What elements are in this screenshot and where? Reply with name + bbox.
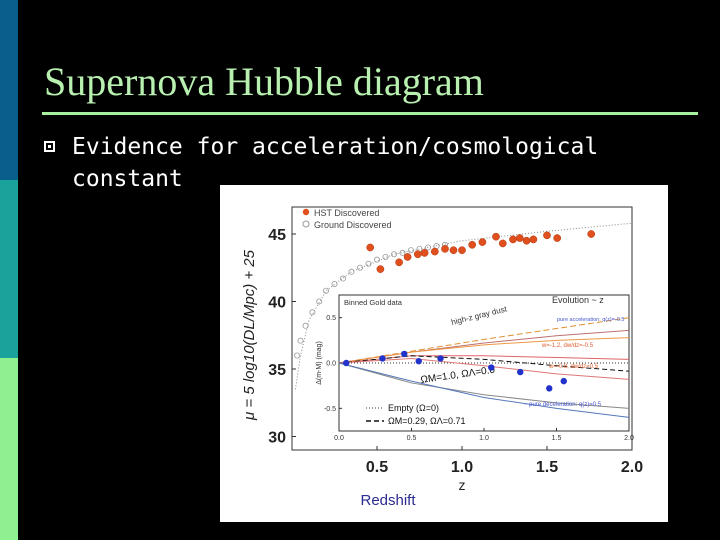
inset-y-tick-label: 0.0 (326, 361, 336, 368)
legend-label-hst: HST Discovered (314, 208, 379, 218)
hst-point (498, 239, 507, 248)
ground-point (348, 268, 355, 275)
hubble-chart: μ = 5 log10(DL/Mpc) + 25 Redshift HST Di… (241, 206, 643, 509)
hst-point (522, 236, 531, 245)
ground-point (323, 287, 330, 294)
inset-gold-point (379, 355, 386, 362)
main-x-tick-label: 1.5 (536, 459, 558, 476)
sidebar-stripe (0, 0, 18, 540)
hst-point (478, 238, 487, 246)
slide-title: Supernova Hubble diagram (44, 59, 484, 104)
ground-point (309, 309, 316, 316)
ground-point (356, 264, 363, 271)
inset-x-tick-label: 2.0 (624, 435, 634, 442)
hst-point (468, 240, 477, 249)
ground-point (294, 352, 301, 359)
main-y-tick-label: 40 (268, 295, 286, 312)
inset-x-tick-label: 1.5 (552, 435, 562, 442)
inset-x-tick-label: 0.0 (334, 435, 344, 442)
sidebar-stripe-bottom (0, 358, 18, 540)
inset-legend-label-lcdm: ΩM=0.29, ΩΛ=0.71 (388, 416, 466, 426)
inset-curve-w08 (338, 357, 630, 380)
inset-annotation-evolution: Evolution ~ z (552, 295, 604, 305)
main-legend: HST Discovered Ground Discovered (302, 208, 392, 230)
ground-point (424, 244, 431, 251)
hst-point (441, 245, 449, 253)
hst-point (430, 247, 439, 256)
inset-y-tick-label: -0.5 (324, 406, 336, 413)
main-ylabel: μ = 5 log10(DL/Mpc) + 25 (241, 249, 258, 421)
ground-point (316, 298, 323, 305)
ground-point (340, 275, 347, 282)
inset-annotation-pure-decel: ~ pure deceleration: q(z)=0.5 (524, 402, 602, 408)
hst-point (509, 235, 517, 244)
ground-point (302, 322, 309, 329)
main-y-tick-label: 30 (268, 430, 286, 447)
inset-annotation-w08: w=-0.8, dw/dz=0.5 (548, 364, 599, 370)
main-y-tick-label: 35 (268, 362, 286, 379)
ground-point (297, 337, 304, 344)
legend-label-ground: Ground Discovered (314, 220, 392, 230)
inset-curve-omega-m1 (338, 362, 630, 409)
inset-gold-point (437, 355, 444, 362)
sidebar-stripe-middle (0, 180, 18, 358)
inset-xlabel: z (459, 477, 466, 493)
ground-point (407, 247, 414, 254)
inset-curve-lcdm (338, 355, 630, 372)
inset-gold-point (415, 357, 422, 365)
hst-point (515, 234, 524, 242)
ground-point (331, 280, 338, 287)
bullet-text: Evidence for acceleration/cosmological c… (72, 134, 599, 192)
inset-x-tick-label: 1.0 (479, 435, 489, 442)
hubble-figure: μ = 5 log10(DL/Mpc) + 25 Redshift HST Di… (220, 185, 668, 522)
hst-point (366, 243, 375, 252)
inset-gold-point (517, 368, 524, 376)
hst-point (529, 235, 538, 244)
hst-point (449, 246, 458, 255)
hst-point (403, 253, 412, 261)
inset-gold-point (560, 377, 567, 385)
inset-plot-layer: 0.0 0.5 1.0 1.5 2.0 0.5 0.0 -0.5 Binned Gold dat… (324, 295, 634, 442)
legend-marker-hst (302, 208, 310, 216)
sidebar-stripe-top (0, 0, 18, 180)
main-x-tick-label: 1.0 (451, 459, 473, 476)
ground-point (390, 251, 397, 258)
inset-gold-point (488, 364, 495, 371)
ground-point (373, 256, 380, 263)
hst-point (413, 250, 422, 259)
ground-point (399, 249, 406, 256)
bullet-icon (44, 141, 55, 152)
inset-gold-point (343, 359, 350, 367)
title-underline (42, 112, 698, 115)
inset-gold-point (546, 385, 553, 392)
main-x-tick-label: 0.5 (366, 459, 388, 476)
hst-point (492, 232, 500, 241)
hst-point (543, 231, 551, 240)
inset-legend-label-empty: Empty (Ω=0) (388, 403, 439, 413)
main-xlabel: Redshift (360, 492, 416, 509)
hst-point (587, 230, 596, 238)
inset-curve-pure-decel (338, 362, 630, 418)
ground-point (365, 260, 372, 267)
hst-point (553, 234, 562, 242)
main-plot-layer: 0.5 1.0 1.5 2.0 30 35 40 45 (268, 222, 643, 476)
main-y-tick-label: 45 (268, 227, 286, 244)
inset-curve-evolution (338, 317, 630, 364)
legend-marker-ground (302, 220, 310, 228)
main-x-tick-label: 2.0 (621, 459, 643, 476)
hst-point (376, 265, 385, 273)
hst-point (395, 258, 403, 267)
inset-curve-pure-accel (338, 337, 630, 364)
inset-ylabel: Δ(m-M) (mag) (316, 341, 323, 385)
inset-annotation-w12: w=-1.2, dw/dz=-0.5 (541, 343, 594, 349)
inset-annotation-pure-accel: pure acceleration: q(z)=-0.5 (557, 317, 624, 323)
hst-point (458, 246, 466, 255)
inset-gold-point (401, 350, 408, 358)
inset-y-tick-label: 0.5 (326, 315, 336, 322)
ground-point (382, 253, 389, 260)
inset-annotation-binned: Binned Gold data (344, 298, 403, 307)
hst-point (420, 249, 429, 257)
inset-x-tick-label: 0.5 (407, 435, 417, 442)
